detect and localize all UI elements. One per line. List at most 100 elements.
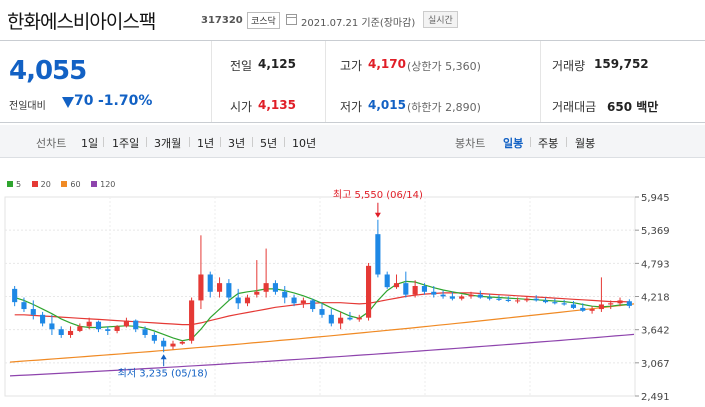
- change-value: 70: [74, 93, 94, 109]
- candle-body: [170, 343, 176, 347]
- candle-body: [189, 300, 195, 341]
- candle-body: [598, 304, 604, 310]
- candle-body: [533, 298, 539, 301]
- candle-body: [338, 317, 344, 324]
- candle-body: [384, 274, 390, 288]
- low-arrow-head: [160, 354, 167, 360]
- candle-body: [561, 303, 567, 305]
- high-label: 고가: [340, 59, 363, 73]
- candle-body: [310, 300, 316, 310]
- candle-body: [58, 329, 64, 335]
- date-text: 2021.07.21 기준(장마감): [301, 18, 416, 29]
- divider: [540, 41, 541, 122]
- high-annotation: 최고 5,550 (06/14): [333, 189, 423, 201]
- candle-body: [496, 298, 502, 300]
- candle-body: [366, 265, 372, 318]
- candle-body: [198, 274, 204, 301]
- candle-body: [412, 286, 418, 295]
- stock-code: 317320: [201, 15, 243, 26]
- candle-weekly[interactable]: 주봉: [538, 137, 559, 150]
- candle-body: [244, 297, 251, 304]
- candle-body: [570, 304, 577, 308]
- candle-body: [589, 309, 595, 311]
- candle-body: [142, 329, 148, 335]
- prev-close-value: 4,125: [258, 57, 296, 71]
- y-tick-label: 3,642: [641, 326, 670, 337]
- candle-body: [347, 317, 353, 320]
- y-tick-label: 4,218: [641, 293, 670, 304]
- candle-body: [254, 291, 260, 295]
- candle-body: [515, 300, 521, 302]
- candle-body: [263, 283, 269, 292]
- amount-value: 650 백만: [607, 100, 659, 114]
- period-1w[interactable]: 1주일: [112, 137, 140, 150]
- candle-body: [235, 297, 241, 304]
- candle-body: [449, 296, 455, 299]
- legend-ma20: 20: [31, 180, 51, 189]
- period-5y[interactable]: 5년: [260, 137, 278, 150]
- high-value: 4,170: [368, 57, 406, 71]
- price-summary: 4,055 전일대비 70 -1.70% 전일 4,125 시가 4,135 고…: [0, 40, 705, 123]
- candle-body: [21, 302, 27, 310]
- down-arrow-icon: [62, 97, 74, 108]
- candle-daily[interactable]: 일봉: [503, 137, 524, 150]
- amount-label: 거래대금: [552, 100, 597, 114]
- candle-body: [328, 314, 334, 324]
- chart-canvas: 5,945 5,369 4,793 4,218 3,642 3,067 2,491 최고 5,…: [4, 189, 670, 403]
- candle-body: [505, 299, 511, 301]
- candle-body: [300, 300, 306, 304]
- realtime-button[interactable]: 실시간: [423, 11, 458, 28]
- current-price: 4,055: [9, 56, 87, 86]
- candle-body: [542, 300, 549, 303]
- period-3y[interactable]: 3년: [228, 137, 246, 150]
- candle-body: [617, 300, 623, 304]
- candle-body: [161, 340, 167, 347]
- stock-header: 한화에스비아이스팩 317320 코스닥 2021.07.21 기준(장마감) …: [0, 0, 705, 38]
- chart-legend: 5 20 60 120: [7, 180, 123, 189]
- candle-body: [95, 321, 102, 330]
- change-percent: -1.70%: [98, 93, 153, 109]
- upper-limit: (상한가 5,360): [407, 60, 481, 73]
- y-tick-label: 2,491: [641, 392, 670, 403]
- candle-body: [216, 283, 223, 292]
- candle-body: [40, 314, 46, 324]
- period-1d[interactable]: 1일: [81, 137, 99, 150]
- candle-body: [580, 307, 586, 311]
- candle-body: [49, 323, 55, 330]
- candle-body: [440, 294, 446, 297]
- candle-body: [226, 283, 232, 298]
- candle-body: [282, 291, 288, 298]
- candle-body: [487, 297, 493, 299]
- legend-ma60: 60: [61, 180, 81, 189]
- candle-body: [67, 330, 74, 335]
- high-arrow-head: [374, 212, 381, 218]
- candle-body: [477, 294, 483, 298]
- y-tick-label: 3,067: [641, 359, 670, 370]
- candle-body: [207, 274, 213, 292]
- candle-body: [552, 302, 558, 304]
- candle-body: [291, 297, 297, 304]
- candle-body: [375, 234, 381, 275]
- candle-monthly[interactable]: 월봉: [575, 137, 596, 150]
- candle-body: [12, 288, 18, 303]
- period-1y[interactable]: 1년: [197, 137, 215, 150]
- ma60-line: [9, 303, 635, 363]
- lower-limit: (하한가 2,890): [407, 101, 481, 114]
- open-value: 4,135: [258, 98, 296, 112]
- candle-body: [114, 326, 120, 331]
- candle-body: [468, 294, 474, 297]
- current-price-box: 4,055 전일대비 70 -1.70%: [0, 41, 212, 122]
- y-tick-label: 5,945: [641, 193, 670, 204]
- low-value: 4,015: [368, 98, 406, 112]
- candle-body: [524, 298, 530, 301]
- candle-body: [123, 320, 129, 327]
- candle-body: [86, 321, 92, 327]
- price-chart[interactable]: 5 20 60 120 5,945 5,369 4,793 4,218 3,642 3,0…: [0, 158, 705, 407]
- candle-chart-title: 봉차트: [455, 137, 486, 150]
- candle-body: [151, 334, 157, 341]
- period-3m[interactable]: 3개월: [154, 137, 182, 150]
- candle-body: [626, 301, 632, 306]
- period-10y[interactable]: 10년: [292, 137, 317, 150]
- candle-body: [459, 296, 465, 299]
- prev-close-label: 전일: [230, 59, 253, 73]
